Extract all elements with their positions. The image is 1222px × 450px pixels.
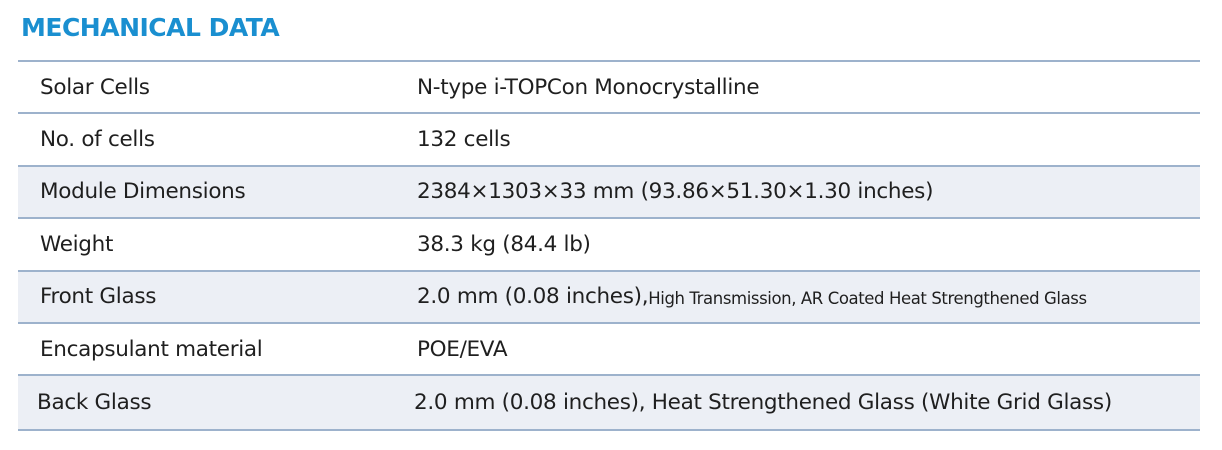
row-value: 38.3 kg (84.4 lb) (417, 231, 591, 257)
table-row-no-of-cells: No. of cells 132 cells (18, 114, 1200, 167)
table-top-rule (18, 60, 1200, 62)
table-row-solar-cells: Solar Cells N-type i-TOPCon Monocrystall… (18, 62, 1200, 115)
row-label: No. of cells (40, 127, 155, 153)
row-label: Encapsulant material (40, 336, 263, 362)
mechanical-data-table: Solar Cells N-type i-TOPCon Monocrystall… (18, 62, 1200, 429)
section-title: MECHANICAL DATA (21, 13, 280, 42)
row-value: 2.0 mm (0.08 inches), (417, 284, 649, 310)
row-value-note: High Transmission, AR Coated Heat Streng… (648, 288, 1087, 308)
row-label: Weight (40, 231, 114, 257)
row-label: Front Glass (40, 284, 157, 310)
row-label: Back Glass (37, 390, 152, 416)
table-bottom-rule (18, 429, 1200, 431)
row-value: N-type i-TOPCon Monocrystalline (417, 74, 760, 100)
row-label: Solar Cells (40, 74, 150, 100)
row-value: 2.0 mm (0.08 inches), Heat Strengthened … (414, 390, 1112, 416)
table-row-module-dimensions: Module Dimensions 2384×1303×33 mm (93.86… (18, 166, 1200, 220)
row-value: 2384×1303×33 mm (93.86×51.30×1.30 inches… (417, 179, 934, 205)
row-label: Module Dimensions (40, 179, 246, 205)
table-row-encapsulant-material: Encapsulant material POE/EVA (18, 323, 1200, 377)
table-row-front-glass: Front Glass 2.0 mm (0.08 inches), High T… (18, 271, 1200, 324)
row-value: 132 cells (417, 127, 511, 153)
table-row-back-glass: Back Glass 2.0 mm (0.08 inches), Heat St… (18, 376, 1200, 429)
row-value-group: 2.0 mm (0.08 inches), High Transmission,… (417, 272, 1087, 322)
row-value: POE/EVA (417, 336, 508, 362)
table-row-weight: Weight 38.3 kg (84.4 lb) (18, 219, 1200, 272)
